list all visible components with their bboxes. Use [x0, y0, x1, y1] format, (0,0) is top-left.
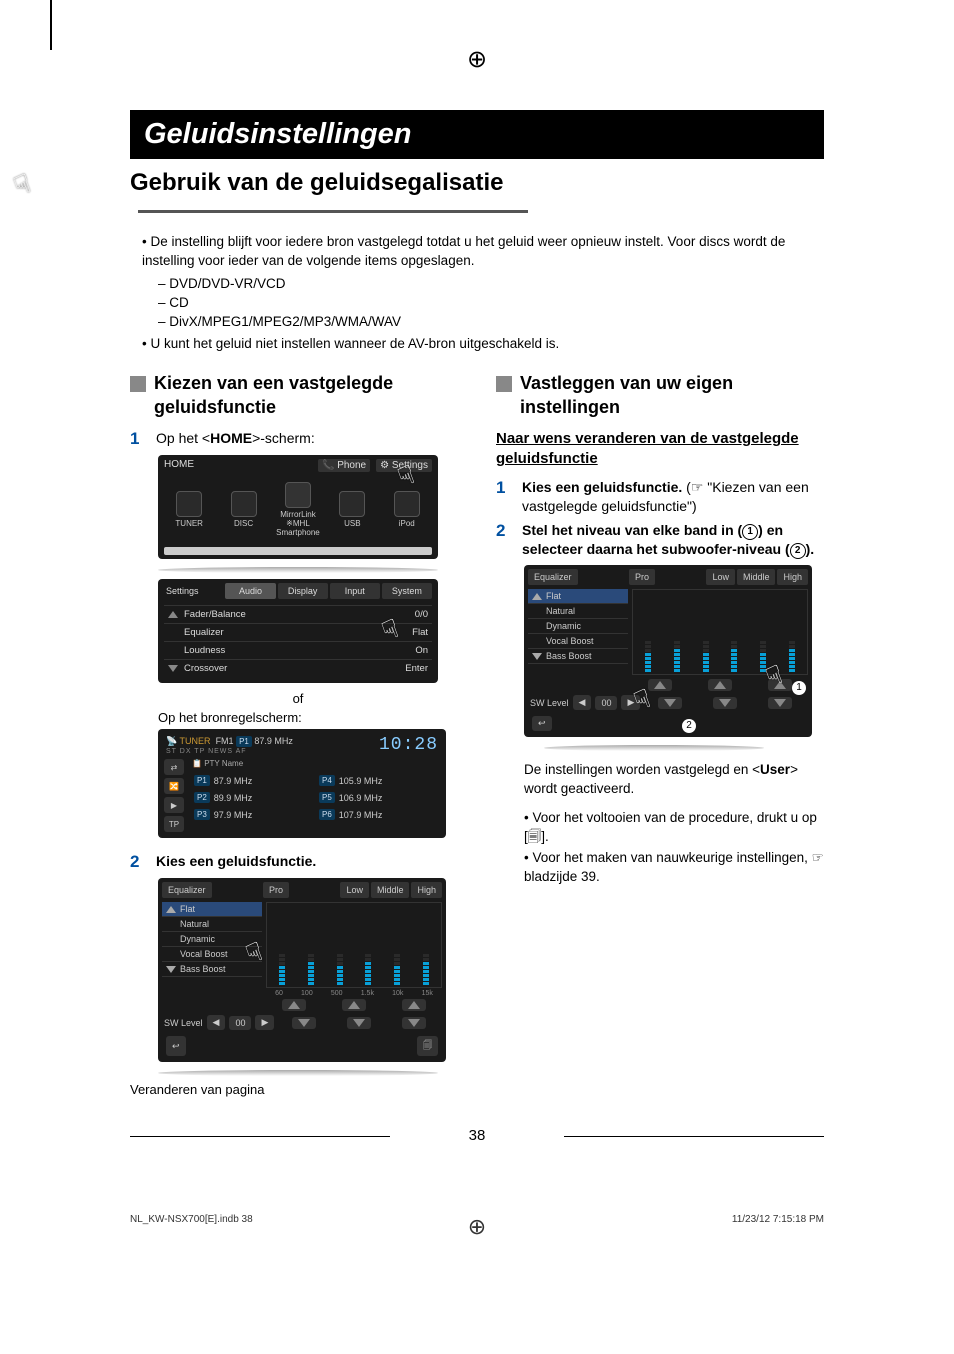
shadow	[158, 1070, 438, 1076]
step-number: 2	[130, 852, 144, 872]
arrow-up-icon	[168, 611, 178, 618]
footer: NL_KW-NSX700[E].indb 38 ⊕ 11/23/12 7:15:…	[0, 1194, 954, 1255]
cursor-icon: ☟	[10, 164, 45, 201]
equalizer-screenshot-2: Equalizer Pro Low Middle High Flat Natur…	[524, 565, 812, 737]
underline-title: Naar wens veranderen van de vastgelegde …	[496, 429, 824, 470]
side-btn: TP	[164, 816, 184, 832]
intro-bullet: De instelling blijft voor iedere bron va…	[142, 233, 824, 271]
caption-bronregel: Op het bronregelscherm:	[158, 710, 466, 725]
phone-badge: 📞 Phone	[318, 459, 370, 472]
step-number: 1	[496, 478, 510, 516]
note-item: Voor het voltooien van de procedure, dru…	[524, 809, 824, 847]
home-item-ipod: iPod	[385, 491, 429, 528]
step-text: Op het <HOME>-scherm:	[156, 429, 315, 449]
note-item: Voor het maken van nauwkeurige instellin…	[524, 849, 824, 887]
ss-label: Settings	[164, 583, 223, 599]
tuner-screenshot: 📡 TUNER FM1 P1 87.9 MHz ST DX TP NEWS AF…	[158, 729, 446, 838]
home-item-mirrorlink: MirrorLink ※MHL Smartphone	[276, 482, 320, 537]
page-icon: 🗐	[417, 1036, 438, 1056]
arrow-down-icon	[168, 665, 178, 672]
intro-subitem: CD	[158, 294, 824, 313]
left-h3: Kiezen van een vastgelegde geluidsfuncti…	[154, 372, 466, 419]
back-icon: ↩	[166, 1036, 186, 1056]
footer-left: NL_KW-NSX700[E].indb 38	[130, 1214, 253, 1225]
page-number: 38	[130, 1127, 824, 1144]
equalizer-screenshot: Equalizer Pro Low Middle High Flat Natur…	[158, 878, 446, 1062]
eq-bars	[266, 902, 442, 988]
footer-right: 11/23/12 7:15:18 PM	[732, 1214, 824, 1225]
home-item-usb: USB	[330, 491, 374, 528]
footer-caption: Veranderen van pagina	[130, 1082, 466, 1097]
side-btn: ⇄	[164, 759, 184, 775]
home-screenshot: HOME 📞 Phone ⚙ Settings TUNER DISC Mirro…	[158, 455, 438, 559]
right-column: Vastleggen van uw eigen instellingen Naa…	[496, 372, 824, 1097]
tab-system: System	[382, 583, 432, 599]
ss-title: HOME	[164, 459, 194, 472]
of-label: of	[130, 691, 466, 706]
home-item-disc: DISC	[222, 491, 266, 528]
tab-audio: Audio	[225, 583, 275, 599]
settings-screenshot: Settings Audio Display Input System Fade…	[158, 579, 438, 683]
intro-block: De instelling blijft voor iedere bron va…	[130, 233, 824, 354]
intro-subitem: DivX/MPEG1/MPEG2/MP3/WMA/WAV	[158, 313, 824, 332]
print-marks: ⊕	[0, 0, 954, 110]
step-number: 1	[130, 429, 144, 449]
step-text: Stel het niveau van elke band in (1) en …	[522, 521, 824, 559]
sub-title: Gebruik van de geluidsegalisatie	[130, 169, 824, 225]
right-h3: Vastleggen van uw eigen instellingen	[520, 372, 824, 419]
left-column: Kiezen van een vastgelegde geluidsfuncti…	[130, 372, 466, 1097]
side-btn: ▶	[164, 797, 184, 813]
side-btn: 🔀	[164, 778, 184, 794]
back-icon: ↩	[532, 716, 552, 731]
intro-subitem: DVD/DVD-VR/VCD	[158, 275, 824, 294]
step-text: Kies een geluidsfunctie.	[156, 852, 316, 872]
tuner-label: 📡 TUNER	[166, 736, 211, 746]
h3-bullet-icon	[130, 376, 146, 392]
tab-display: Display	[278, 583, 328, 599]
step-text: Kies een geluidsfunctie. (☞ "Kiezen van …	[522, 478, 824, 516]
shadow	[158, 567, 438, 573]
home-item-tuner: TUNER	[167, 491, 211, 528]
step-number: 2	[496, 521, 510, 559]
section-title: Geluidsinstellingen	[130, 110, 824, 159]
intro-bullet: U kunt het geluid niet instellen wanneer…	[142, 335, 824, 354]
scroll-bar	[164, 547, 432, 555]
registration-mark-top: ⊕	[467, 45, 487, 74]
clock: 10:28	[379, 735, 438, 755]
return-icon: 🗐	[528, 829, 542, 844]
crop-mark	[50, 0, 52, 50]
shadow	[544, 745, 764, 751]
tab-input: Input	[330, 583, 380, 599]
h3-bullet-icon	[496, 376, 512, 392]
registration-mark-bottom: ⊕	[468, 1214, 486, 1240]
